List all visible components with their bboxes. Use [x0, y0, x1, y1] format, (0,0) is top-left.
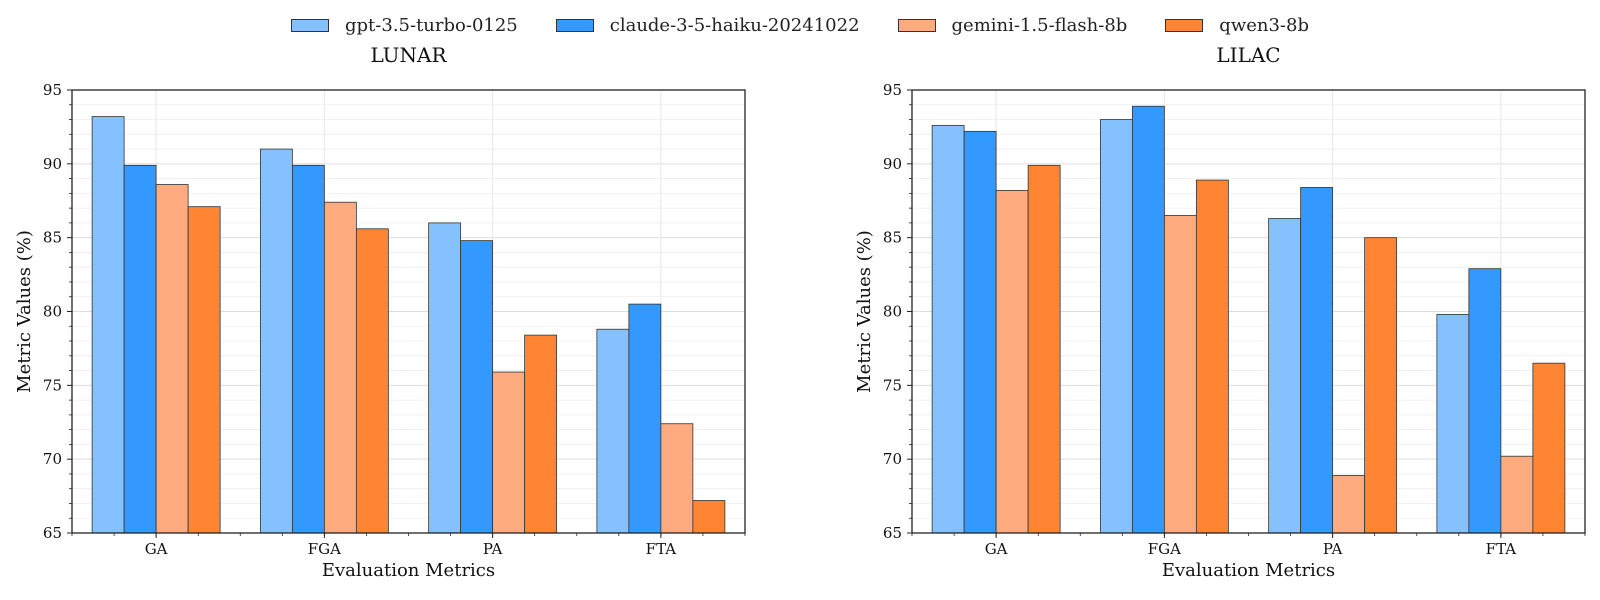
x-axis-label: Evaluation Metrics	[322, 560, 495, 581]
bar	[259, 148, 293, 534]
legend-label-claude: claude-3-5-haiku-20241022	[609, 14, 860, 36]
bar	[1468, 268, 1502, 534]
legend-item-qwen: qwen3-8b	[1165, 15, 1309, 36]
bar	[931, 125, 965, 534]
legend-label-gpt: gpt-3.5-turbo-0125	[345, 14, 518, 36]
legend-item-gemini: gemini-1.5-flash-8b	[897, 14, 1128, 36]
y-tick-label: 75	[43, 376, 62, 394]
y-tick-label: 80	[43, 303, 62, 321]
x-tick-label: PA	[483, 540, 503, 558]
x-tick-label: FGA	[308, 540, 341, 558]
bar	[1131, 105, 1165, 534]
bar	[1500, 455, 1534, 534]
bar	[1364, 237, 1398, 534]
y-tick-label: 95	[43, 81, 62, 99]
bar	[1532, 362, 1566, 534]
bar	[323, 201, 357, 534]
y-tick-label: 90	[43, 155, 62, 173]
y-tick-label: 75	[883, 376, 902, 394]
y-tick-label: 85	[883, 229, 902, 247]
legend-item-claude: claude-3-5-haiku-20241022	[555, 14, 860, 36]
axes-frame	[911, 89, 1586, 534]
bar	[1268, 218, 1302, 534]
bar	[1099, 119, 1133, 534]
legend-label-qwen: qwen3-8b	[1219, 14, 1309, 36]
bar	[1332, 475, 1366, 534]
x-tick-label: FTA	[1486, 540, 1517, 558]
chart-title: LUNAR	[370, 43, 447, 67]
bar	[1163, 215, 1197, 534]
bar	[291, 164, 325, 534]
x-axis-label: Evaluation Metrics	[1162, 560, 1335, 581]
x-tick-label: GA	[985, 540, 1008, 558]
chart-title: LILAC	[1216, 43, 1280, 67]
bar	[628, 303, 662, 534]
bar	[1195, 179, 1229, 534]
bar	[91, 116, 125, 534]
y-tick-label: 65	[43, 524, 62, 542]
y-tick-label: 80	[883, 303, 902, 321]
chart-lilac: 65 70 75 80 85 90 95 GA FGA PA FTA LILAC Evaluation …	[854, 43, 1586, 581]
legend-item-gpt: gpt-3.5-turbo-0125	[291, 15, 518, 36]
bar	[428, 222, 462, 534]
y-tick-label: 70	[43, 450, 62, 468]
bar	[995, 190, 1029, 534]
bar	[596, 328, 630, 534]
bar	[460, 240, 494, 534]
legend-swatch-gpt	[291, 18, 329, 32]
y-axis-label: Metric Values (%)	[854, 230, 875, 393]
bar	[963, 130, 997, 534]
y-tick-label: 90	[883, 155, 902, 173]
legend-swatch-qwen	[1165, 18, 1204, 32]
bar	[1027, 164, 1061, 534]
bar	[187, 206, 221, 534]
y-tick-label: 95	[883, 81, 902, 99]
legend-label-gemini: gemini-1.5-flash-8b	[951, 14, 1128, 36]
bar	[155, 184, 189, 534]
y-tick-label: 65	[883, 524, 902, 542]
chart-lunar: 65 70 75 80 85 90 95 GA FGA PA FTA LUNAR Evaluation …	[14, 43, 746, 581]
bar	[524, 334, 558, 534]
y-tick-label: 85	[43, 229, 62, 247]
bar	[1300, 187, 1334, 534]
chart-legend: gpt-3.5-turbo-0125 claude-3-5-haiku-2024…	[0, 12, 1600, 38]
axes-frame	[71, 89, 746, 534]
x-tick-label: FTA	[646, 540, 677, 558]
y-axis-label: Metric Values (%)	[14, 230, 35, 393]
bar	[123, 164, 157, 534]
x-tick-label: GA	[145, 540, 168, 558]
y-tick-label: 70	[883, 450, 902, 468]
x-tick-label: PA	[1323, 540, 1343, 558]
legend-swatch-gemini	[897, 18, 936, 32]
x-tick-label: FGA	[1148, 540, 1181, 558]
bar	[355, 228, 389, 534]
bar	[660, 423, 694, 534]
bar	[492, 371, 526, 534]
bar	[1436, 314, 1470, 534]
bar	[692, 500, 726, 534]
legend-swatch-claude	[555, 18, 594, 32]
